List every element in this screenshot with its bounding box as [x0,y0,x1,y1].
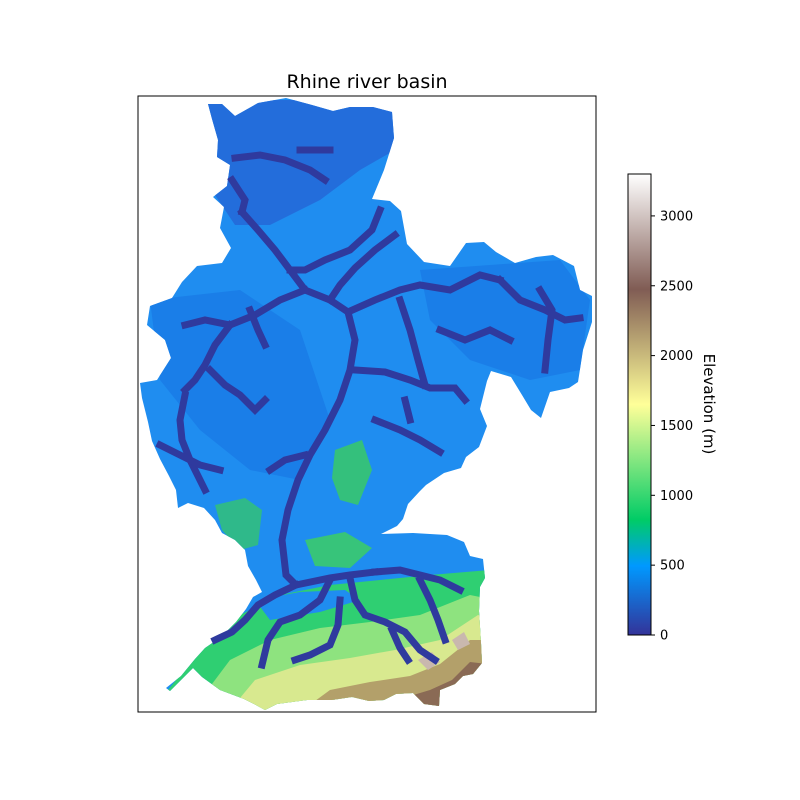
river-west-3 [205,365,270,415]
river-east-4 [535,285,556,374]
river-west-1 [180,285,310,330]
colorbar-frame [627,173,652,636]
river-alps-7 [387,625,413,665]
river-alps-5 [415,575,450,645]
river-west-2 [180,320,235,395]
upland-patch-center [332,440,372,505]
alps-blue-valleys [255,590,360,620]
river-north-4 [286,205,385,274]
colorbar-gradient [628,174,651,635]
river-west-5 [155,440,225,475]
river-north-5 [325,230,400,305]
colorbar-tick-label: 3000 [660,209,693,224]
colorbar: 0 500 1000 1500 2000 2500 3000 Elevation (m) [627,173,718,644]
lowland-mid-region [150,290,330,480]
colorbar-tick-label: 1500 [660,419,693,434]
river-east-3 [435,325,515,345]
river-west-6 [265,450,310,475]
river-north-1 [231,151,330,185]
colorbar-label: Elevation (m) [700,354,718,455]
river-east-2 [495,275,584,324]
river-east-6 [395,295,430,390]
alps-peaks-light-2 [452,632,470,650]
river-alps-3 [345,573,440,665]
river-west-7 [245,305,270,350]
river-alps-2 [257,575,335,670]
river-network [155,146,584,670]
colorbar-tick-label: 2500 [660,279,693,294]
river-west-4 [176,390,210,495]
colorbar-ticks: 0 500 1000 1500 2000 2500 3000 [651,209,693,644]
river-alps-4 [371,566,465,595]
river-east-7 [370,415,445,457]
colorbar-tick-label: 2000 [660,349,693,364]
colorbar-tick-label: 0 [660,629,668,644]
upland-patch-west [215,498,262,550]
river-alps-1 [210,580,301,645]
map-axes [137,95,597,713]
river-east-8 [400,395,415,425]
upland-patch-south [305,532,372,568]
plot-frame [137,95,597,713]
river-alps-6 [290,596,344,665]
river-east-5 [351,366,470,405]
river-east-1 [343,271,505,317]
colorbar-tick-label: 1000 [660,489,693,504]
colorbar-tick-label: 500 [660,559,685,574]
river-north-2 [227,175,249,217]
chart-title: Rhine river basin [286,71,447,93]
